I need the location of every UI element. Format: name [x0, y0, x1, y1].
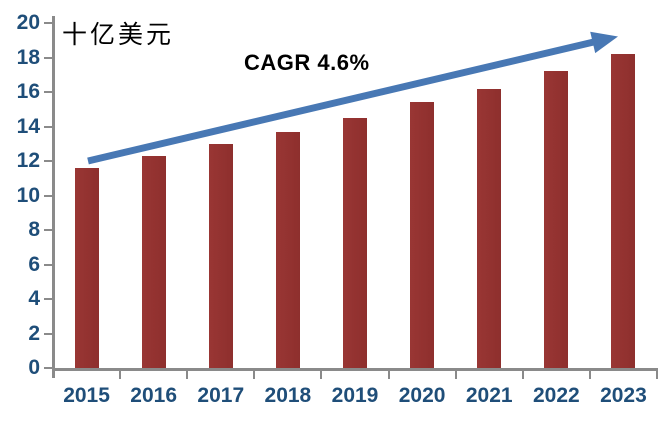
x-tick-label: 2016 [130, 384, 178, 407]
x-axis-tick [588, 371, 591, 379]
chart-title: 十亿美元 [62, 21, 175, 49]
x-tick-label: 2021 [465, 384, 513, 407]
y-tick-label: 0 [28, 356, 40, 379]
y-axis-line [52, 16, 55, 378]
x-axis-tick [387, 371, 390, 379]
x-tick-label: 2015 [63, 384, 110, 407]
y-axis-tick [44, 229, 53, 231]
y-axis-tick [44, 194, 53, 197]
y-tick-label: 6 [28, 252, 40, 276]
cagr-annotation: CAGR 4.6% [244, 50, 370, 75]
y-axis-tick [44, 367, 53, 369]
bar [275, 131, 300, 368]
y-tick-label: 2 [28, 321, 40, 345]
y-axis-tick [44, 263, 53, 266]
y-axis-tick [44, 160, 53, 162]
y-axis-tick [44, 332, 53, 335]
x-axis-tick [186, 371, 189, 379]
y-tick-label: 10 [16, 183, 40, 207]
x-axis-tick [253, 371, 256, 379]
bar [141, 155, 166, 368]
x-tick-label: 2020 [398, 384, 446, 407]
y-axis-tick [44, 125, 53, 128]
bar [477, 88, 502, 368]
y-axis-tick [44, 56, 53, 59]
x-tick-label: 2018 [264, 384, 312, 407]
bar [74, 167, 99, 368]
bar [611, 54, 636, 368]
x-axis-tick [119, 371, 122, 379]
x-axis-line [52, 368, 658, 371]
x-axis-tick [521, 371, 524, 379]
x-axis-tick [320, 371, 323, 379]
y-axis-tick [44, 22, 53, 24]
y-axis-tick [44, 298, 53, 300]
bar [208, 143, 233, 368]
y-tick-label: 18 [16, 45, 40, 69]
x-tick-label: 2019 [331, 384, 379, 407]
y-tick-label: 8 [28, 218, 40, 241]
bar [544, 71, 569, 368]
y-tick-label: 16 [16, 80, 40, 103]
x-tick-label: 2022 [532, 384, 580, 407]
bar [343, 117, 367, 368]
y-tick-label: 12 [16, 149, 40, 172]
bar [410, 102, 435, 368]
y-axis-tick [44, 91, 53, 93]
x-tick-label: 2017 [197, 384, 245, 407]
y-tick-label: 14 [16, 114, 40, 138]
y-tick-label: 4 [28, 287, 40, 310]
x-axis-tick [656, 371, 658, 379]
x-tick-label: 2023 [600, 384, 647, 407]
y-tick-label: 20 [16, 11, 40, 34]
x-axis-tick [454, 371, 457, 379]
